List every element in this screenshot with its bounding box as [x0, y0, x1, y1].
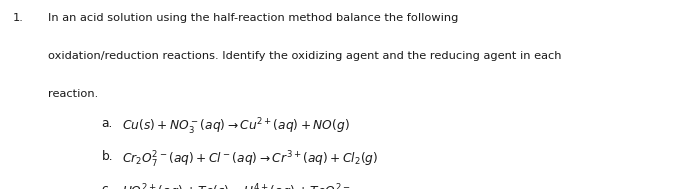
Text: b.: b. — [102, 150, 113, 163]
Text: 1.: 1. — [13, 13, 24, 23]
Text: a.: a. — [102, 117, 113, 130]
Text: In an acid solution using the half-reaction method balance the following: In an acid solution using the half-react… — [48, 13, 458, 23]
Text: c.: c. — [102, 183, 112, 189]
Text: reaction.: reaction. — [48, 89, 98, 99]
Text: $UO_2^{2+}(aq) + Te(s) \rightarrow U^{4+}(aq) + TeO_4^{2-}$: $UO_2^{2+}(aq) + Te(s) \rightarrow U^{4+… — [122, 183, 351, 189]
Text: $Cu(s) + NO_3^-(aq) \rightarrow Cu^{2+}(aq) + NO(g)$: $Cu(s) + NO_3^-(aq) \rightarrow Cu^{2+}(… — [122, 117, 350, 137]
Text: oxidation/reduction reactions. Identify the oxidizing agent and the reducing age: oxidation/reduction reactions. Identify … — [48, 51, 561, 61]
Text: $Cr_2O_7^{2-}(aq) + Cl^-(aq) \rightarrow Cr^{3+}(aq) + Cl_2(g)$: $Cr_2O_7^{2-}(aq) + Cl^-(aq) \rightarrow… — [122, 150, 379, 170]
